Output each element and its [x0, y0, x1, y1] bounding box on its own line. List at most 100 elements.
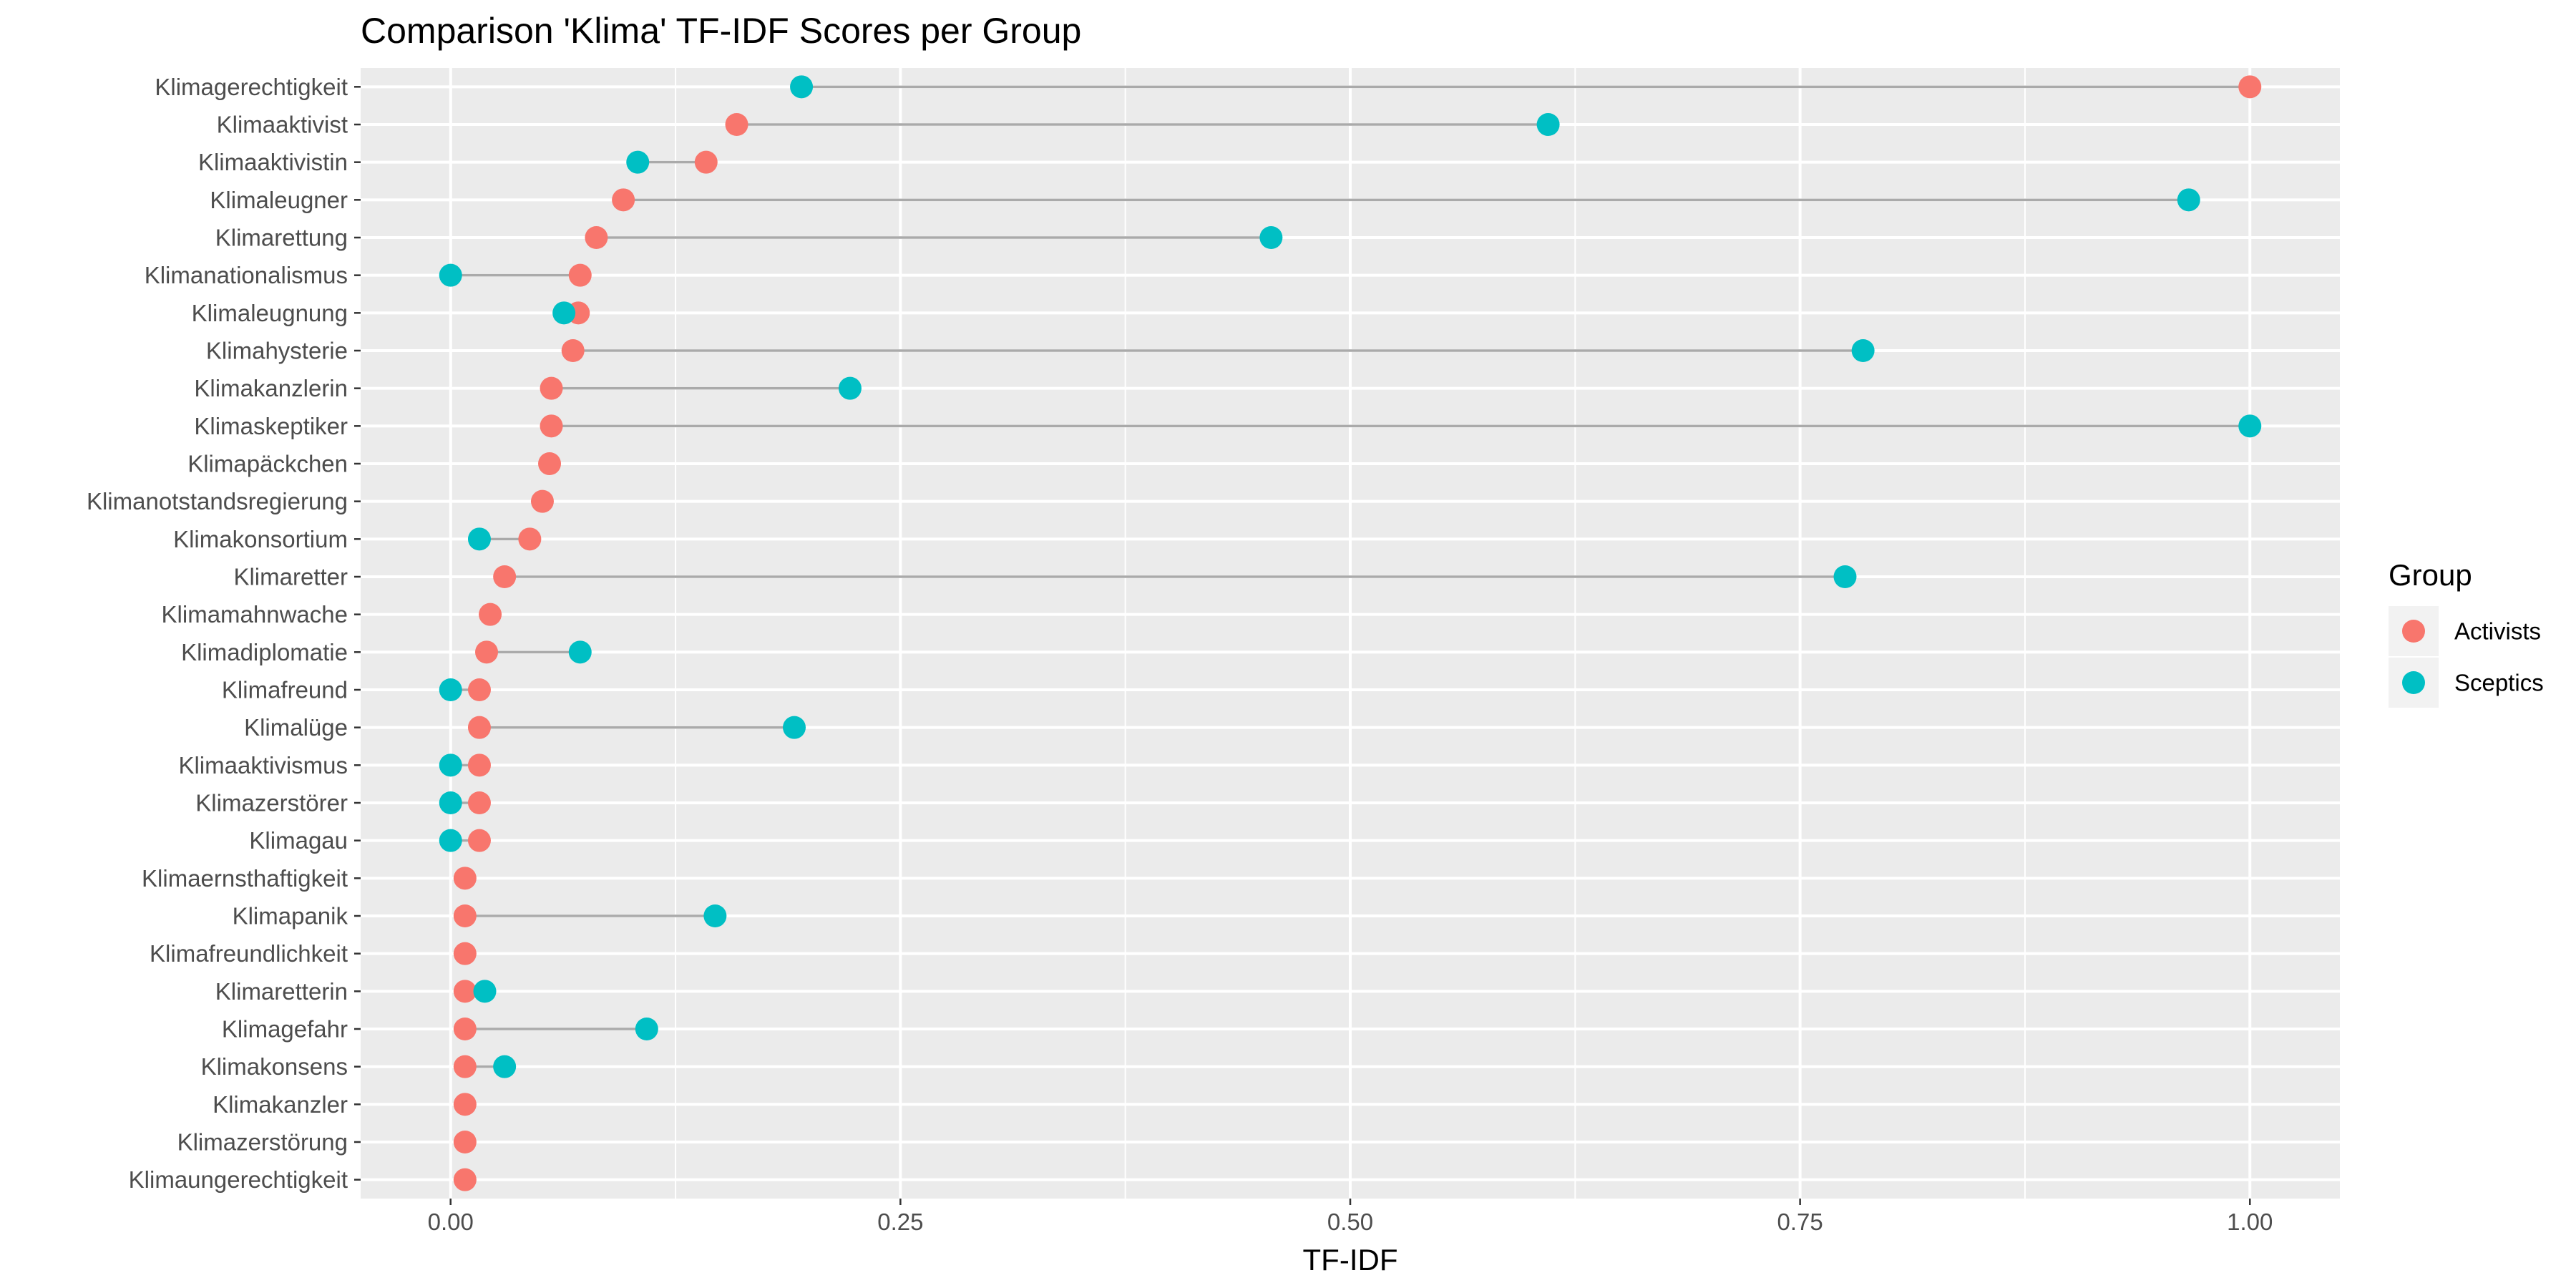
y-tick-label: Klimakonsortium	[173, 526, 348, 552]
y-tick-label: Klimagerechtigkeit	[155, 74, 348, 100]
point-activists	[568, 263, 592, 287]
point-sceptics	[783, 716, 806, 739]
y-tick-label: Klimaretterin	[215, 978, 348, 1005]
y-tick-label: Klimanationalismus	[145, 262, 348, 288]
point-sceptics	[552, 301, 576, 325]
point-activists	[561, 339, 585, 362]
point-activists	[540, 414, 563, 438]
point-activists	[467, 678, 491, 701]
point-activists	[453, 1131, 477, 1153]
x-tick-label: 0.75	[1777, 1209, 1823, 1235]
y-tick-label: Klimazerstörer	[195, 790, 348, 816]
y-tick-label: Klimagau	[249, 827, 348, 854]
point-activists	[694, 150, 718, 174]
point-activists	[467, 829, 491, 852]
point-sceptics	[439, 791, 462, 814]
point-sceptics	[2238, 414, 2262, 438]
point-sceptics	[2177, 188, 2200, 212]
y-tick-label: Klimaaktivistin	[198, 149, 348, 175]
y-tick-label: Klimarettung	[215, 225, 348, 251]
legend-keys: Activists Sceptics	[2389, 606, 2544, 708]
point-activists	[453, 942, 477, 965]
y-tick-label: Klimaernsthaftigkeit	[142, 865, 348, 892]
point-sceptics	[1536, 113, 1560, 136]
x-tick-label: 1.00	[2227, 1209, 2273, 1235]
y-tick-label: Klimaaktivismus	[178, 752, 348, 779]
legend-key-sceptics	[2402, 671, 2425, 694]
point-sceptics	[1259, 226, 1283, 249]
x-axis-title: TF-IDF	[1303, 1243, 1398, 1277]
point-sceptics	[1833, 565, 1857, 588]
point-activists	[493, 565, 517, 588]
y-tick-label: Klimafreundlichkeit	[150, 940, 348, 967]
y-tick-label: Klimaleugnung	[192, 300, 348, 326]
x-tick-label: 0.50	[1327, 1209, 1373, 1235]
y-tick-label: Klimaungerechtigkeit	[129, 1166, 348, 1193]
point-activists	[453, 1093, 477, 1116]
y-tick-label: Klimapanik	[233, 903, 348, 930]
point-sceptics	[473, 980, 497, 1003]
grid-minor	[675, 68, 2026, 1199]
dumbbell-segments	[450, 85, 2250, 1068]
legend-label: Activists	[2454, 618, 2541, 645]
y-tick-label: Klimaretter	[233, 564, 348, 590]
point-activists	[530, 489, 554, 513]
point-sceptics	[635, 1018, 658, 1040]
chart-title: Comparison 'Klima' TF-IDF Scores per Gro…	[361, 11, 1081, 51]
y-tick-label: Klimafreund	[222, 677, 348, 703]
point-activists	[453, 1018, 477, 1040]
y-tick-label: Klimakanzlerin	[194, 375, 348, 401]
x-axis-labels: 0.00 0.25 0.50 0.75 1.00	[428, 1199, 2273, 1235]
y-tick-label: Klimapäckchen	[187, 451, 348, 477]
point-sceptics	[568, 640, 592, 664]
legend-key-activists	[2402, 620, 2425, 643]
point-sceptics	[626, 150, 650, 174]
y-tick-label: Klimakanzler	[213, 1091, 348, 1118]
point-activists	[467, 716, 491, 739]
point-sceptics	[439, 753, 462, 777]
point-sceptics	[439, 829, 462, 852]
point-activists	[453, 980, 477, 1003]
legend-label: Sceptics	[2454, 670, 2544, 696]
y-tick-label: Klimahysterie	[206, 338, 348, 364]
data-points	[439, 75, 2262, 1191]
y-tick-label: Klimaleugner	[210, 187, 348, 213]
x-tick-label: 0.25	[877, 1209, 923, 1235]
point-activists	[479, 602, 502, 626]
y-tick-label: Klimakonsens	[201, 1053, 348, 1080]
point-activists	[2238, 75, 2262, 99]
point-activists	[453, 867, 477, 890]
point-sceptics	[467, 527, 491, 551]
point-activists	[540, 376, 563, 400]
y-axis-labels: Klimagerechtigkeit Klimaaktivist Klimaakti…	[87, 74, 361, 1193]
y-tick-label: Klimaaktivist	[217, 112, 348, 138]
point-activists	[453, 1168, 477, 1191]
legend: Group Activists Sceptics	[2389, 558, 2544, 708]
point-sceptics	[1851, 339, 1875, 362]
point-sceptics	[439, 678, 462, 701]
point-sceptics	[493, 1055, 517, 1078]
point-activists	[467, 791, 491, 814]
point-sceptics	[790, 75, 814, 99]
point-activists	[538, 452, 562, 475]
point-activists	[612, 188, 635, 212]
point-activists	[725, 113, 748, 136]
point-activists	[453, 1055, 477, 1078]
y-tick-label: Klimalüge	[244, 714, 348, 741]
point-sceptics	[703, 904, 727, 927]
legend-title: Group	[2389, 558, 2472, 592]
y-tick-label: Klimadiplomatie	[181, 639, 348, 665]
y-tick-label: Klimazerstörung	[177, 1129, 348, 1156]
point-activists	[467, 753, 491, 777]
point-activists	[453, 904, 477, 927]
point-sceptics	[838, 376, 862, 400]
point-activists	[475, 640, 499, 664]
y-tick-label: Klimanotstandsregierung	[87, 488, 348, 514]
x-tick-label: 0.00	[428, 1209, 474, 1235]
point-sceptics	[439, 263, 462, 287]
point-activists	[518, 527, 542, 551]
point-activists	[585, 226, 608, 249]
y-tick-label: Klimagefahr	[222, 1016, 348, 1043]
y-tick-label: Klimaskeptiker	[194, 413, 348, 439]
